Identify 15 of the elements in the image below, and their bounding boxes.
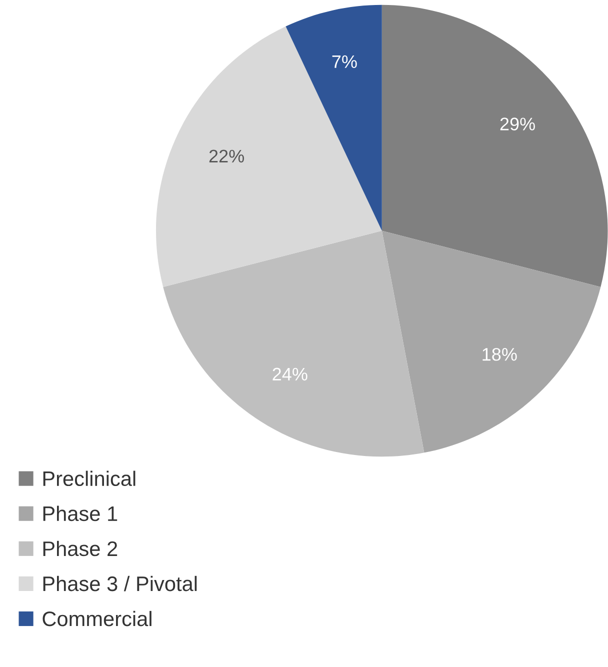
- pie-slice: [163, 230, 424, 457]
- pie-slice: [382, 230, 601, 453]
- data-label: 29%: [500, 118, 535, 130]
- legend-label: Phase 2: [43, 540, 118, 556]
- legend-label: Preclinical: [43, 470, 136, 486]
- pie-slice: [382, 4, 608, 287]
- pie-slice: [286, 4, 382, 231]
- data-label: 7%: [332, 55, 357, 68]
- pie-slice: [156, 26, 382, 287]
- data-label: 18%: [482, 348, 517, 361]
- data-label: 24%: [272, 368, 308, 380]
- legend-label: Phase 3 / Pivotal: [43, 576, 197, 592]
- legend-label: Commercial: [42, 610, 152, 626]
- data-label: 22%: [209, 150, 244, 162]
- legend-label: Phase 1: [43, 506, 118, 522]
